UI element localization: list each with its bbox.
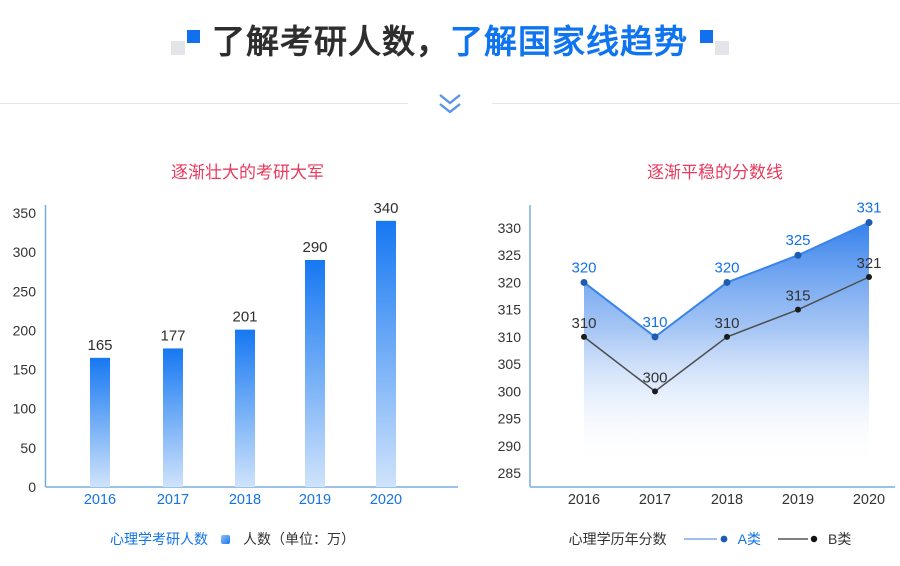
- page-title-dark: 了解考研人数，: [212, 23, 450, 60]
- x-tick-label: 2016: [84, 492, 116, 508]
- series-a-point-label: 331: [856, 200, 881, 217]
- bar-legend-name: 心理学考研人数: [110, 531, 208, 547]
- series-a-point: [794, 251, 802, 259]
- x-tick-label: 2018: [229, 492, 261, 508]
- series-b-point: [866, 274, 872, 280]
- bar-chart-svg: 0 50 100 150 200 250 300 350 165 2016 177 2017 201 20…: [13, 200, 458, 508]
- line-chart: 285 290 295 300 305 310 315 320 325 330 320 310 320 3…: [465, 190, 900, 520]
- series-a-point: [723, 278, 731, 286]
- y-tick-label: 200: [13, 322, 37, 338]
- y-tick-label: 305: [498, 356, 522, 372]
- series-b-point: [581, 333, 587, 340]
- series-a-point-label: 320: [714, 259, 739, 276]
- bar: [235, 329, 255, 487]
- bar-series-label: 人数（单位：万）: [243, 531, 355, 547]
- x-tick-label: 2020: [370, 492, 402, 508]
- legend-item-series-b: B类: [777, 529, 851, 549]
- series-b-point-label: 321: [856, 255, 881, 272]
- y-tick-label: 315: [498, 302, 522, 318]
- series-a-point: [651, 333, 659, 341]
- y-tick-label: 330: [498, 220, 522, 236]
- bar-legend-swatch-icon: [221, 534, 230, 544]
- y-tick-label: 100: [13, 401, 37, 417]
- y-tick-label: 250: [13, 283, 37, 299]
- bar-value-label: 201: [232, 309, 257, 326]
- x-tick-label: 2016: [568, 492, 600, 508]
- series-b-line-dot-icon: [778, 535, 818, 543]
- series-a-point: [865, 219, 873, 227]
- x-tick-label: 2017: [639, 492, 671, 508]
- series-b-point-label: 310: [714, 315, 739, 332]
- y-tick-label: 0: [28, 479, 36, 495]
- bar-value-label: 290: [302, 239, 327, 256]
- gray-square-icon: [171, 41, 185, 55]
- y-tick-label: 50: [20, 440, 36, 456]
- series-b-point: [795, 306, 801, 313]
- series-b-point: [724, 333, 730, 340]
- y-tick-label: 290: [498, 438, 522, 454]
- series-a-area-fill: [584, 222, 869, 473]
- y-tick-label: 285: [498, 465, 522, 481]
- line-chart-title: 逐渐平稳的分数线: [647, 163, 783, 182]
- y-tick-label: 350: [13, 205, 37, 221]
- line-chart-svg: 285 290 295 300 305 310 315 320 325 330 320 310 320 3…: [498, 200, 895, 508]
- title-left-decoration-icon: [170, 20, 200, 64]
- gray-square-icon: [715, 41, 729, 55]
- page-title: 了解考研人数，了解国家线趋势: [212, 20, 688, 64]
- x-tick-label: 2019: [299, 492, 331, 508]
- series-b-point-label: 315: [785, 288, 810, 305]
- x-tick-label: 2017: [157, 492, 189, 508]
- bar: [376, 220, 396, 488]
- bar: [305, 259, 325, 487]
- series-a-line-dot-icon: [683, 535, 728, 543]
- series-a-point: [580, 278, 588, 286]
- legend-item-series-a: A类: [683, 529, 761, 549]
- x-tick-label: 2019: [782, 492, 814, 508]
- line-legend-name: 心理学历年分数: [568, 531, 667, 547]
- bar-value-label: 165: [87, 337, 112, 354]
- series-b-point: [652, 388, 658, 395]
- series-b-label: B类: [828, 531, 852, 547]
- series-a-point-label: 310: [642, 314, 667, 331]
- y-tick-label: 320: [498, 274, 522, 290]
- series-a-point-label: 325: [785, 232, 810, 249]
- title-right-decoration-icon: [700, 20, 730, 64]
- line-chart-legend: 心理学历年分数 A类 B类: [520, 528, 900, 550]
- y-tick-label: 150: [13, 362, 37, 378]
- y-tick-label: 300: [13, 244, 37, 260]
- bar-value-label: 177: [160, 327, 185, 344]
- bar: [163, 348, 183, 487]
- bar: [90, 357, 110, 487]
- blue-square-icon: [187, 30, 200, 43]
- page-title-blue: 了解国家线趋势: [450, 23, 688, 60]
- series-a-label: A类: [737, 531, 761, 547]
- x-tick-label: 2020: [853, 492, 885, 508]
- series-a-point-label: 320: [571, 259, 596, 276]
- bar-value-label: 340: [373, 200, 398, 217]
- header: 了解考研人数，了解国家线趋势: [0, 20, 900, 64]
- blue-square-icon: [700, 30, 713, 43]
- series-b-point-label: 310: [571, 315, 596, 332]
- y-tick-label: 310: [498, 329, 522, 345]
- y-tick-label: 300: [498, 383, 522, 399]
- double-chevron-down-icon: [408, 89, 492, 119]
- x-tick-label: 2018: [711, 492, 743, 508]
- series-b-point-label: 300: [642, 369, 667, 386]
- y-tick-label: 295: [498, 411, 522, 427]
- bar-chart: 0 50 100 150 200 250 300 350 165 2016 177 2017 201 20…: [0, 190, 465, 520]
- bar-chart-title: 逐渐壮大的考研大军: [171, 163, 324, 182]
- y-tick-label: 325: [498, 247, 522, 263]
- bar-chart-legend: 心理学考研人数 人数（单位：万）: [0, 528, 465, 550]
